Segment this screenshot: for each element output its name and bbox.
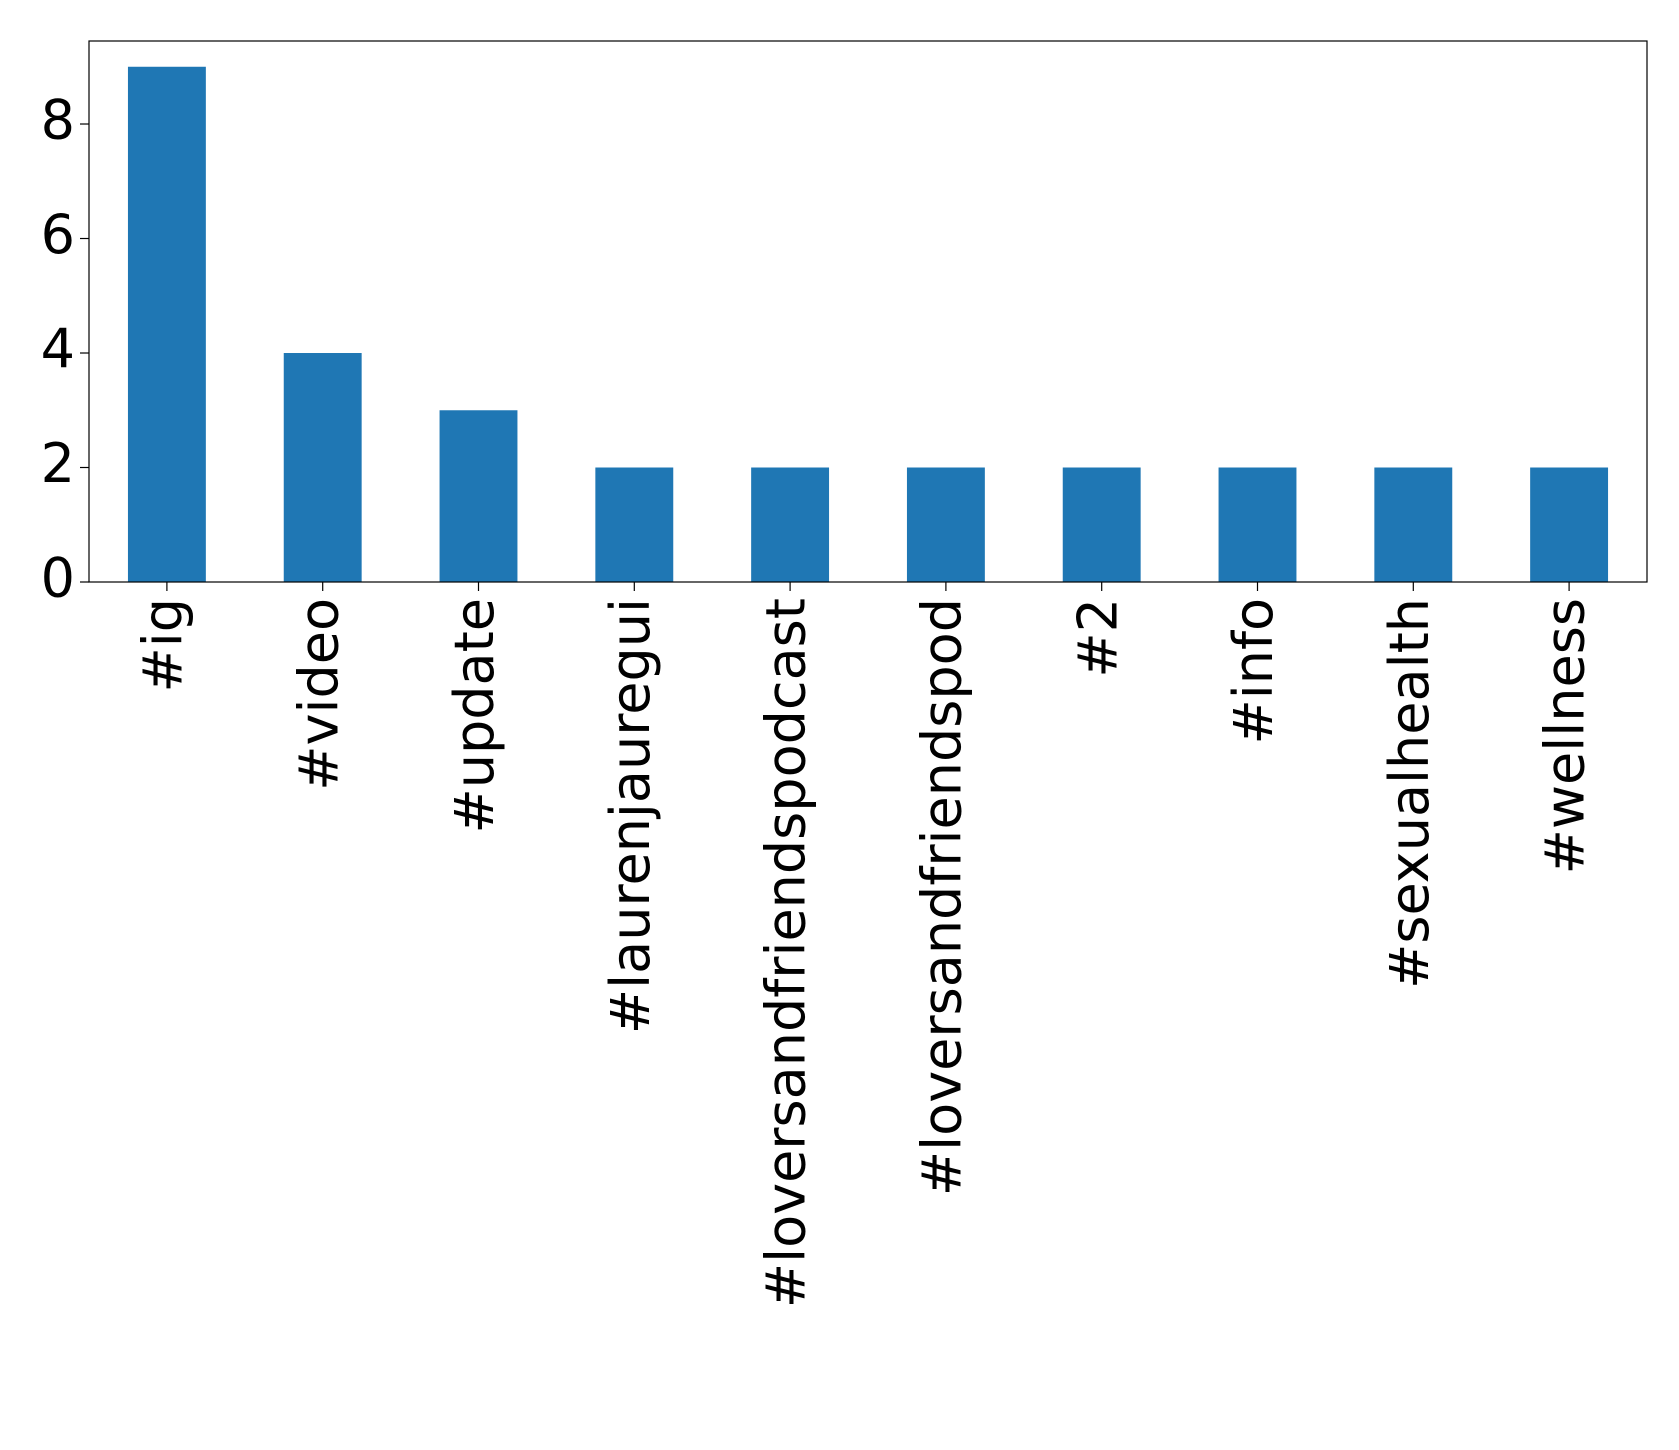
bar	[1062, 467, 1141, 582]
y-tick-label: 0	[41, 547, 75, 610]
bar	[1530, 467, 1609, 582]
bar	[595, 467, 674, 582]
plot-frame	[88, 40, 1648, 583]
x-tick-label: #loversandfriendspodcast	[755, 598, 818, 1308]
x-tick-label: #loversandfriendspod	[911, 598, 974, 1196]
x-tick-label: #2	[1066, 598, 1129, 678]
bar	[283, 353, 362, 582]
x-tick-label: #wellness	[1534, 598, 1597, 874]
x-tick-label: #ig	[132, 598, 195, 693]
x-tick-label: #info	[1222, 598, 1285, 745]
x-tick-label: #update	[443, 598, 506, 834]
x-tick-label: #laurenjauregui	[599, 598, 662, 1034]
bar	[751, 467, 830, 582]
y-tick-label: 4	[41, 318, 75, 381]
bar	[1374, 467, 1453, 582]
y-tick-label: 8	[41, 89, 75, 152]
bar	[906, 467, 985, 582]
x-tick-label: #sexualhealth	[1378, 598, 1441, 989]
bar	[1218, 467, 1297, 582]
y-tick-label: 6	[41, 203, 75, 266]
y-tick-label: 2	[41, 432, 75, 495]
x-tick-label: #video	[287, 598, 350, 791]
bar	[439, 410, 518, 582]
bar	[127, 66, 206, 582]
